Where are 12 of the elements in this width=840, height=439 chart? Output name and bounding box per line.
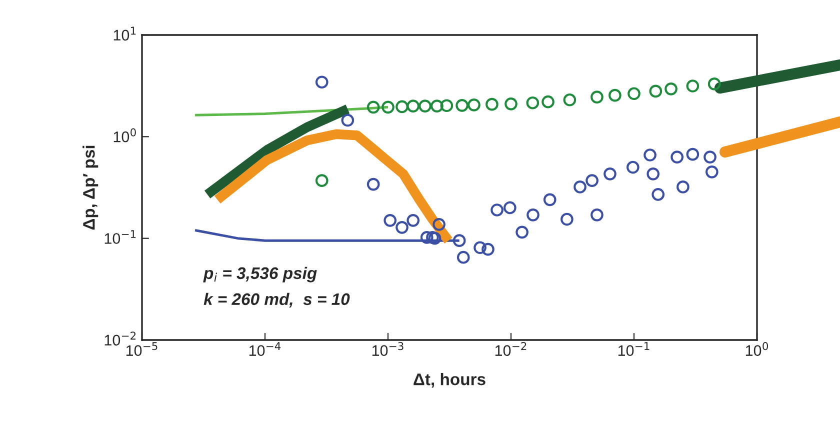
x-tick-label: 10$^{−1}$ <box>618 342 650 356</box>
x-tick-label: 10$^{−2}$ <box>495 342 526 356</box>
x-tick-label: 10$^{−3}$ <box>372 342 404 356</box>
annotation: k = 260 md, s = 10 <box>204 292 350 308</box>
y-axis-title: Δp, Δp′ psi <box>82 146 98 230</box>
annotation: p$_{i}$ = 3,536 psig <box>203 266 317 282</box>
y-tick-label: 10$^{−1}$ <box>104 230 136 244</box>
x-axis-title: Δt, hours <box>414 372 486 388</box>
y-tick-label: 10$^{0}$ <box>114 128 136 142</box>
y-tick-label: 10$^{1}$ <box>114 26 136 41</box>
x-tick-label: 10$^{0}$ <box>746 342 768 356</box>
x-tick-label: 10$^{−4}$ <box>249 342 281 356</box>
